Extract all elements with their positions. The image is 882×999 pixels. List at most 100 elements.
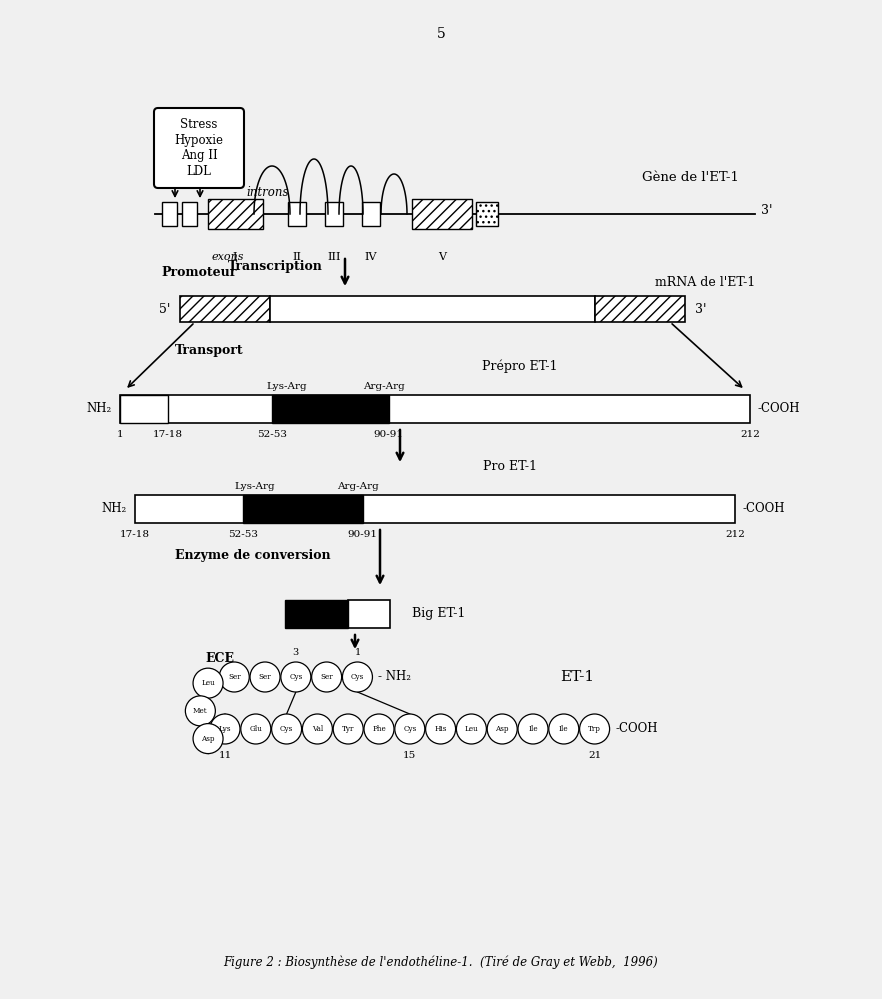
Text: 1: 1 <box>355 648 361 657</box>
Text: Leu: Leu <box>201 679 215 687</box>
Text: exons: exons <box>212 252 244 262</box>
Bar <box>208 199 263 229</box>
Text: 90-91: 90-91 <box>374 430 404 439</box>
Circle shape <box>303 714 333 744</box>
Text: Pro ET-1: Pro ET-1 <box>483 460 537 473</box>
Text: - NH₂: - NH₂ <box>378 670 411 683</box>
Text: III: III <box>327 252 340 262</box>
Text: Glu: Glu <box>250 725 262 733</box>
Circle shape <box>241 714 271 744</box>
Text: 3': 3' <box>761 204 773 217</box>
Text: Val: Val <box>311 725 323 733</box>
Circle shape <box>395 714 425 744</box>
Text: Enzyme de conversion: Enzyme de conversion <box>175 548 331 561</box>
Circle shape <box>487 714 517 744</box>
Text: Cys: Cys <box>280 725 293 733</box>
Text: Leu: Leu <box>465 725 478 733</box>
Bar <box>348 600 390 628</box>
Bar <box>120 395 168 423</box>
Text: Transport: Transport <box>175 344 243 357</box>
Text: Big ET-1: Big ET-1 <box>412 607 466 620</box>
Text: Figure 2 : Biosynthèse de l'endothéline-1.  (Tiré de Gray et Webb,  1996): Figure 2 : Biosynthèse de l'endothéline-… <box>224 955 658 969</box>
Circle shape <box>333 714 363 744</box>
Circle shape <box>456 714 486 744</box>
Text: 21: 21 <box>588 751 602 760</box>
Text: Ser: Ser <box>320 673 333 681</box>
Text: Lys-Arg: Lys-Arg <box>267 382 308 391</box>
Bar <box>325 202 343 226</box>
Text: Lys: Lys <box>219 725 231 733</box>
Text: II: II <box>293 252 302 262</box>
Circle shape <box>579 714 609 744</box>
Bar <box>120 395 750 423</box>
Circle shape <box>193 723 223 753</box>
Circle shape <box>426 714 456 744</box>
Text: Lys-Arg: Lys-Arg <box>235 482 275 491</box>
Circle shape <box>250 662 280 692</box>
Circle shape <box>193 668 223 698</box>
Text: Ser: Ser <box>258 673 272 681</box>
Circle shape <box>272 714 302 744</box>
Circle shape <box>518 714 548 744</box>
Text: Arg-Arg: Arg-Arg <box>337 482 378 491</box>
Text: 5: 5 <box>437 27 445 41</box>
Text: -COOH: -COOH <box>616 722 658 735</box>
Circle shape <box>342 662 372 692</box>
Text: Prépro ET-1: Prépro ET-1 <box>482 360 557 373</box>
Text: 1: 1 <box>116 430 123 439</box>
Bar <box>362 202 380 226</box>
Bar <box>135 495 735 523</box>
Text: 212: 212 <box>725 530 745 539</box>
Text: Transcription: Transcription <box>228 260 323 273</box>
Text: Gène de l'ET-1: Gène de l'ET-1 <box>641 171 738 184</box>
Text: Trp: Trp <box>588 725 601 733</box>
Circle shape <box>185 696 215 726</box>
Bar <box>243 495 363 523</box>
Bar <box>412 199 472 229</box>
Text: Tyr: Tyr <box>342 725 355 733</box>
Bar <box>162 202 177 226</box>
Text: IV: IV <box>365 252 377 262</box>
Text: Arg-Arg: Arg-Arg <box>363 382 405 391</box>
Text: Promoteur: Promoteur <box>161 266 236 279</box>
Text: Ile: Ile <box>559 725 569 733</box>
Text: I: I <box>233 252 237 262</box>
Text: 212: 212 <box>740 430 760 439</box>
FancyBboxPatch shape <box>154 108 244 188</box>
Bar <box>273 395 389 423</box>
Text: Ile: Ile <box>528 725 538 733</box>
Text: NH₂: NH₂ <box>101 502 127 515</box>
Text: ECE: ECE <box>206 651 235 664</box>
Text: 52-53: 52-53 <box>258 430 288 439</box>
Text: Stress
Hypoxie
Ang II
LDL: Stress Hypoxie Ang II LDL <box>175 118 223 178</box>
Text: Cys: Cys <box>289 673 303 681</box>
Text: Met: Met <box>193 707 207 715</box>
Bar <box>476 202 498 226</box>
Circle shape <box>311 662 341 692</box>
Text: His: His <box>435 725 447 733</box>
Text: introns: introns <box>247 186 289 199</box>
Text: 17-18: 17-18 <box>120 530 150 539</box>
Text: mRNA de l'ET-1: mRNA de l'ET-1 <box>654 276 755 289</box>
Text: 5': 5' <box>159 303 170 316</box>
Text: 90-91: 90-91 <box>348 530 377 539</box>
Bar <box>285 600 348 628</box>
Text: Cys: Cys <box>351 673 364 681</box>
Circle shape <box>549 714 579 744</box>
Text: Cys: Cys <box>403 725 416 733</box>
Text: Ser: Ser <box>228 673 241 681</box>
Bar <box>270 296 595 322</box>
Text: V: V <box>438 252 446 262</box>
Text: ET-1: ET-1 <box>560 670 594 684</box>
Bar <box>180 296 270 322</box>
Bar <box>288 202 306 226</box>
Text: 17-18: 17-18 <box>153 430 183 439</box>
Circle shape <box>280 662 310 692</box>
Text: -COOH: -COOH <box>758 403 801 416</box>
Bar <box>182 202 197 226</box>
Text: 3': 3' <box>695 303 706 316</box>
Text: 52-53: 52-53 <box>228 530 258 539</box>
Text: NH₂: NH₂ <box>86 403 112 416</box>
Circle shape <box>364 714 394 744</box>
Circle shape <box>210 714 240 744</box>
